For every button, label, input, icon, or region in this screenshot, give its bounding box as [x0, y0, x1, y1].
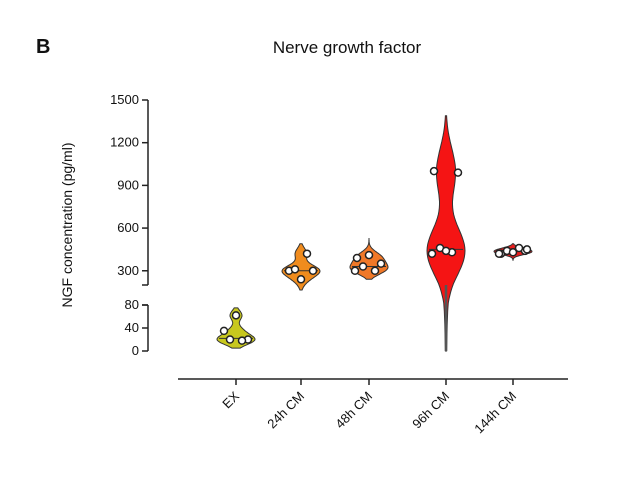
y-tick-label: 600: [117, 220, 139, 235]
y-tick-label: 300: [117, 263, 139, 278]
data-point: [225, 335, 235, 344]
axes: [142, 99, 568, 385]
data-point: [429, 166, 439, 176]
data-point: [427, 249, 437, 258]
data-point: [364, 250, 374, 260]
y-tick-label: 900: [117, 177, 139, 192]
data-point: [441, 246, 451, 256]
data-point: [358, 262, 368, 271]
y-tick-label: 80: [125, 297, 139, 312]
data-point: [302, 249, 312, 258]
y-tick-label: 1200: [110, 135, 139, 150]
data-point: [219, 326, 229, 336]
violin-24h-cm: [281, 243, 321, 291]
data-point: [370, 266, 380, 276]
y-tick-label: 40: [125, 320, 139, 335]
data-point: [494, 249, 504, 258]
panel-label: B: [36, 36, 51, 58]
data-point: [508, 248, 518, 257]
data-point: [350, 266, 360, 276]
data-point: [453, 168, 463, 177]
chart-title: Nerve growth factor: [272, 38, 422, 57]
data-point: [352, 253, 362, 263]
x-tick-label: 24h CM: [264, 389, 307, 432]
y-axis-title: NGF concentration (pg/ml): [59, 143, 75, 308]
x-tick-label: 144h CM: [471, 389, 519, 437]
data-point: [231, 311, 241, 320]
x-tick-label: 48h CM: [332, 389, 375, 432]
x-tick-label: 96h CM: [409, 389, 452, 432]
data-point: [514, 243, 524, 253]
y-tick-label: 0: [132, 343, 139, 358]
data-point: [376, 259, 386, 268]
x-tick-label: EX: [219, 388, 242, 411]
violins: [216, 115, 533, 352]
data-point: [522, 245, 532, 254]
data-point: [308, 266, 318, 276]
data-point: [296, 275, 306, 284]
y-tick-label: 1500: [110, 92, 139, 107]
data-point: [237, 336, 247, 345]
data-point: [290, 265, 300, 274]
